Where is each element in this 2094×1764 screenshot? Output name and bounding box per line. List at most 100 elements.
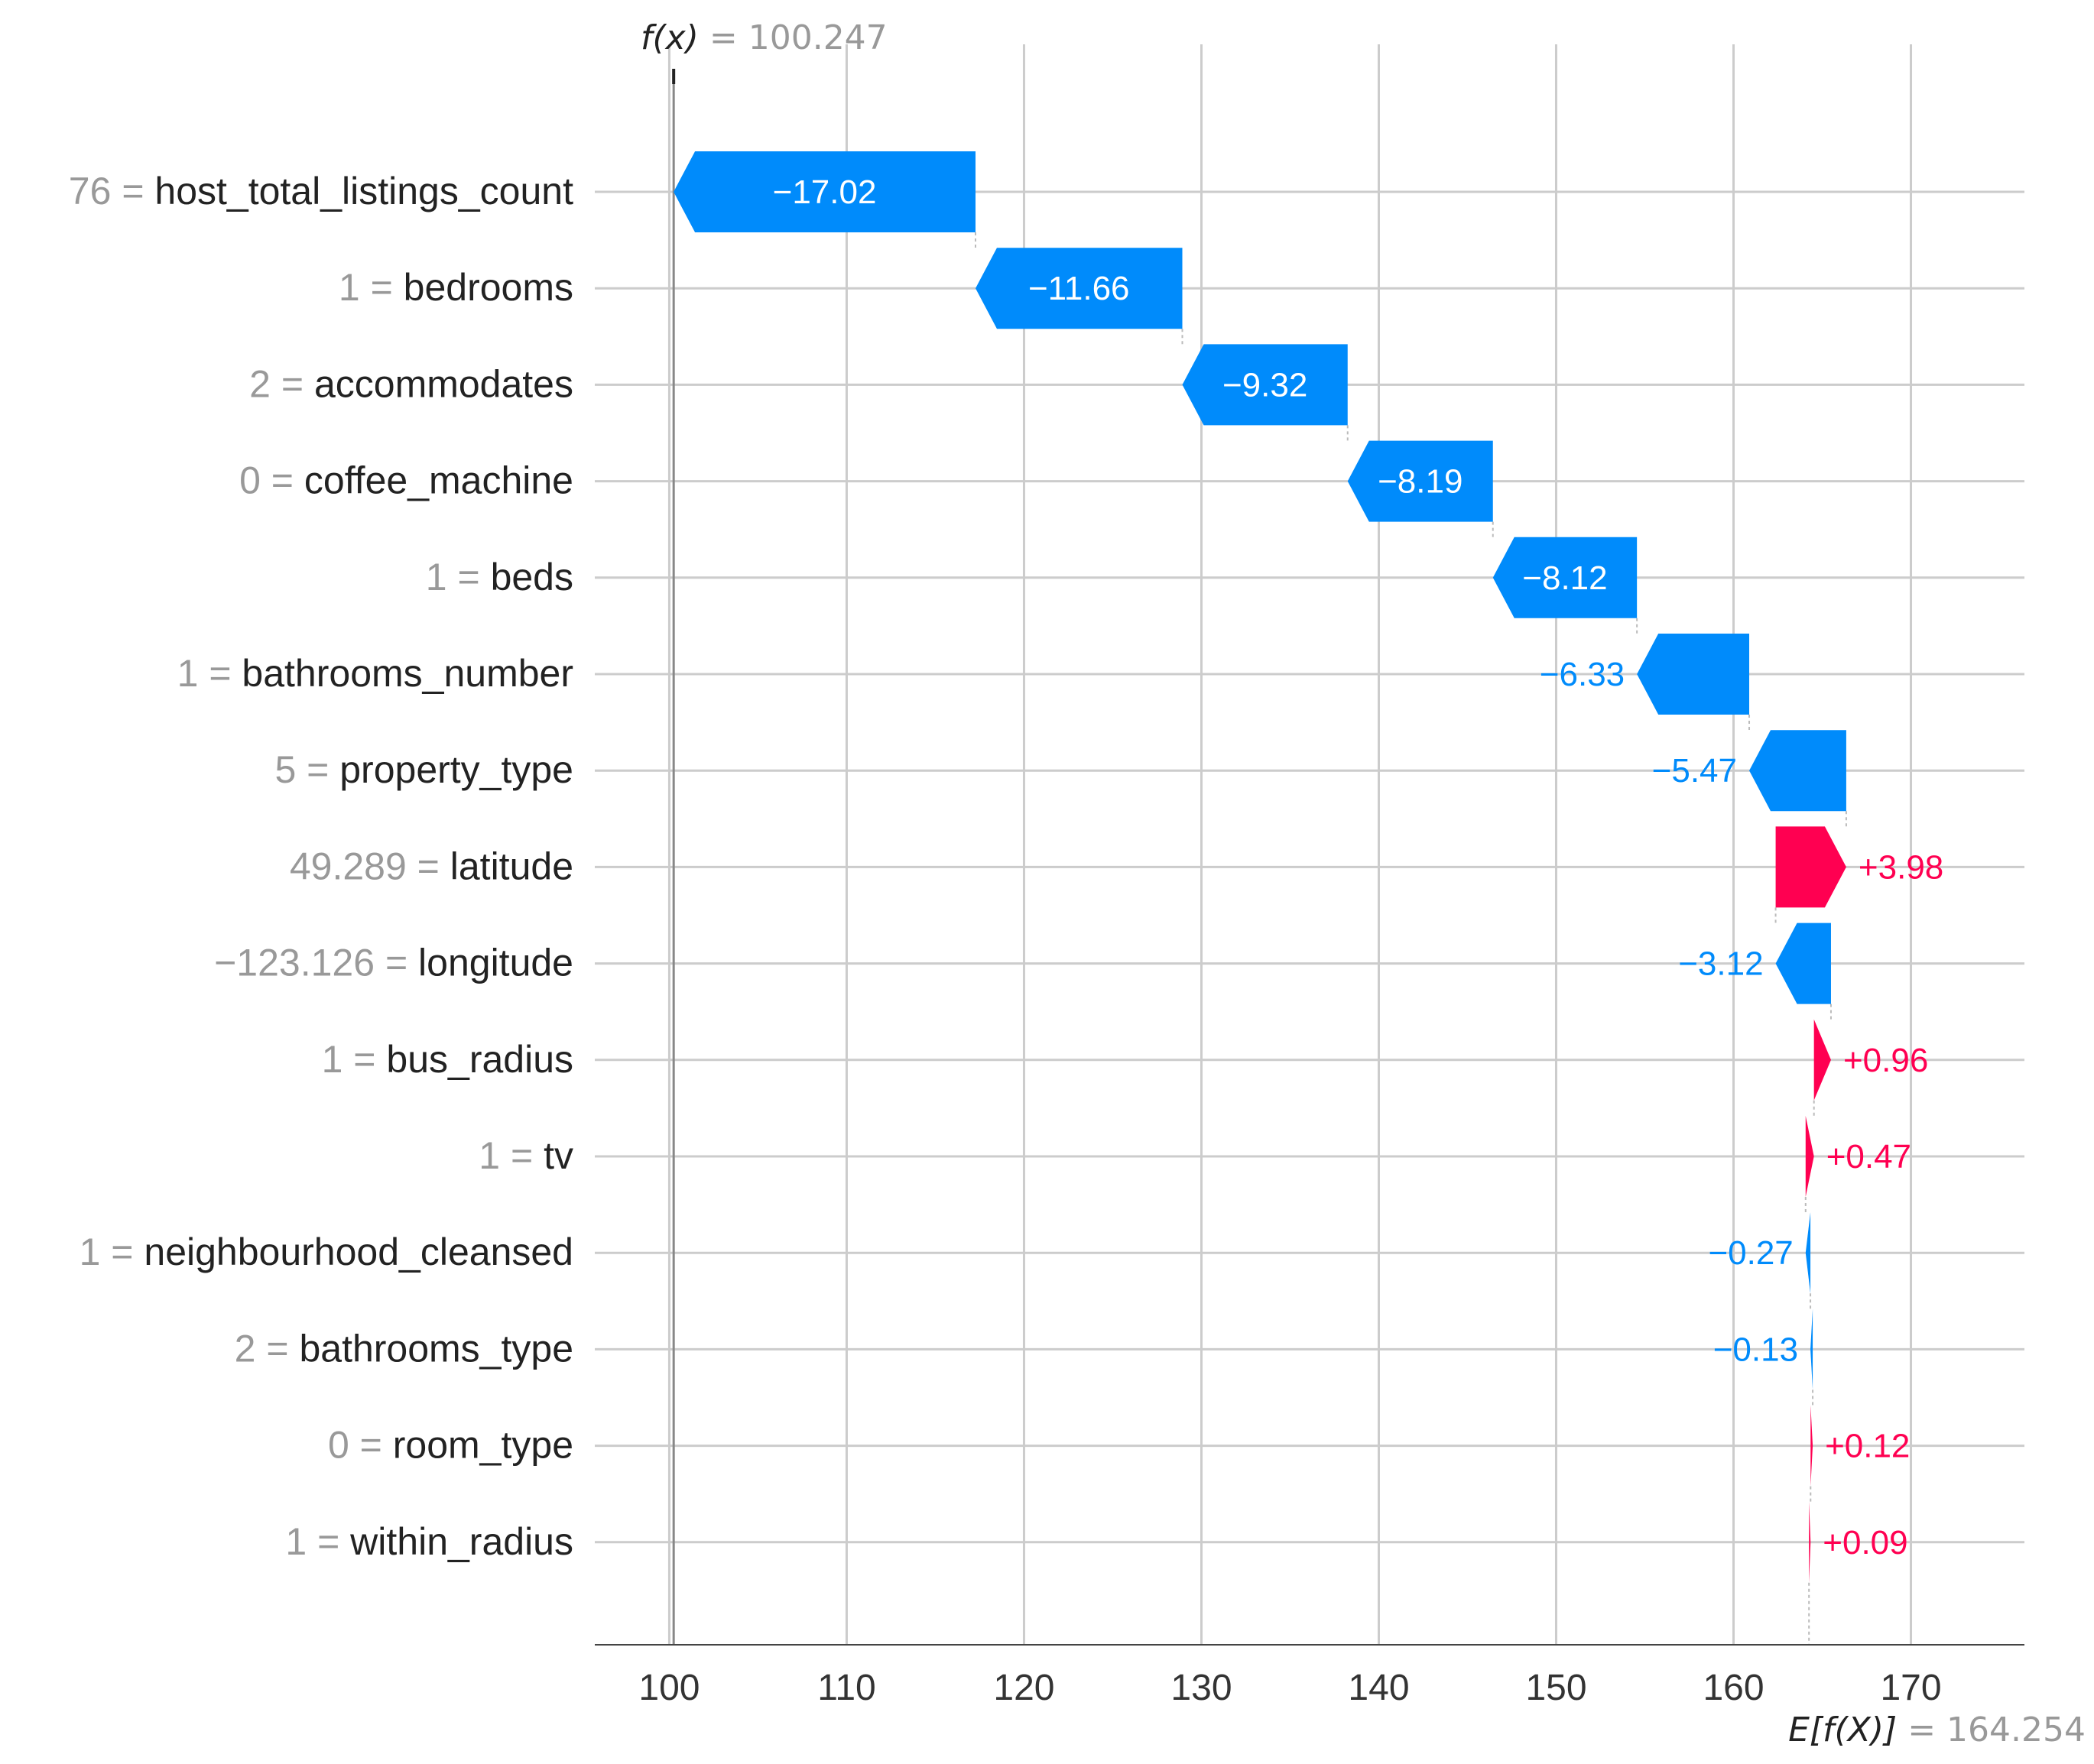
connector-layer — [974, 232, 1847, 1645]
feature-name: bedrooms — [404, 266, 573, 309]
feature-label: 1 = neighbourhood_cleansed — [80, 1231, 573, 1273]
feature-label: 2 = accommodates — [249, 362, 573, 405]
feature-value: 2 — [249, 362, 271, 405]
feature-equals: = — [407, 845, 450, 887]
x-tick-label: 120 — [993, 1668, 1054, 1708]
feature-name: host_total_listings_count — [154, 170, 573, 212]
feature-label: 1 = tv — [479, 1134, 573, 1177]
feature-equals: = — [198, 652, 242, 695]
x-axis: 100 110 120 130 140 150 160 170 — [595, 1644, 2024, 1708]
feature-name: room_type — [393, 1424, 573, 1467]
negative-bar — [1637, 634, 1750, 715]
feature-equals: = — [343, 1038, 386, 1081]
feature-equals: = — [447, 556, 491, 598]
negative-bar — [1182, 344, 1348, 426]
feature-label: 0 = coffee_machine — [239, 459, 573, 502]
shap-value-label: +3.98 — [1859, 848, 1943, 886]
negative-bar — [1810, 1308, 1813, 1390]
feature-value: 1 — [80, 1231, 101, 1273]
shap-value-label: +0.09 — [1823, 1524, 1907, 1561]
positive-bar — [1805, 1116, 1814, 1197]
feature-equals: = — [261, 459, 304, 502]
negative-bar — [1492, 537, 1638, 618]
shap-value-label: −9.32 — [1222, 366, 1307, 404]
feature-label: 1 = bathrooms_number — [177, 652, 573, 695]
feature-value: 1 — [322, 1038, 343, 1081]
feature-name: longitude — [418, 942, 573, 984]
feature-label: 5 = property_type — [274, 748, 573, 791]
feature-label: 0 = room_type — [328, 1424, 573, 1467]
positive-bar — [1813, 1019, 1831, 1101]
feature-name: property_type — [339, 748, 573, 791]
feature-name: bus_radius — [386, 1038, 573, 1081]
x-tick-label: 110 — [817, 1668, 876, 1708]
grid-layer — [595, 44, 2024, 1645]
feature-label: −123.126 = longitude — [214, 942, 573, 984]
feature-equals: = — [255, 1327, 299, 1370]
feature-equals: = — [307, 1520, 350, 1563]
feature-value: 0 — [239, 459, 261, 502]
shap-value-label: +0.96 — [1843, 1042, 1928, 1079]
negative-bar — [1775, 923, 1831, 1004]
fx-label: f(x) — [641, 18, 699, 57]
expected-equals: = — [1897, 1710, 1946, 1749]
fx-annotation: f(x) = 100.247 — [641, 18, 888, 57]
feature-equals: = — [271, 362, 314, 405]
x-tick-label: 170 — [1880, 1668, 1941, 1708]
feature-value: 1 — [285, 1520, 307, 1563]
feature-equals: = — [375, 942, 418, 984]
feature-name: beds — [491, 556, 573, 598]
expected-annotation: E[f(X)] = 164.254 — [1788, 1710, 2086, 1749]
feature-name: latitude — [450, 845, 573, 887]
feature-label: 1 = bus_radius — [322, 1038, 573, 1081]
shap-value-label: −17.02 — [773, 173, 877, 211]
label-layer: −17.02 76 = host_total_listings_count −11.… — [69, 170, 1943, 1563]
shap-value-label: −6.33 — [1540, 656, 1625, 693]
x-tick-label: 130 — [1170, 1668, 1232, 1708]
negative-bar — [1749, 730, 1846, 812]
x-tick-label: 140 — [1348, 1668, 1409, 1708]
shap-value-label: −8.12 — [1522, 559, 1607, 597]
feature-name: bathrooms_number — [242, 652, 573, 695]
positive-bar — [1810, 1405, 1813, 1487]
bar-layer — [674, 151, 1846, 1583]
feature-equals: = — [360, 266, 404, 309]
feature-name: coffee_machine — [304, 459, 573, 502]
feature-value: 1 — [479, 1134, 500, 1177]
feature-value: 76 — [69, 170, 112, 212]
shap-value-label: −8.19 — [1378, 463, 1463, 501]
negative-bar — [674, 151, 976, 232]
feature-value: 1 — [426, 556, 447, 598]
feature-value: 1 — [177, 652, 199, 695]
feature-value: 2 — [235, 1327, 256, 1370]
shap-value-label: −3.12 — [1678, 945, 1763, 983]
positive-bar — [1775, 826, 1846, 908]
feature-name: within_radius — [349, 1520, 573, 1563]
feature-equals: = — [296, 748, 339, 791]
feature-name: neighbourhood_cleansed — [144, 1231, 573, 1273]
feature-equals: = — [500, 1134, 544, 1177]
shap-value-label: +0.12 — [1825, 1428, 1910, 1465]
negative-bar — [975, 248, 1183, 329]
feature-equals: = — [100, 1231, 144, 1273]
feature-name: bathrooms_type — [299, 1327, 573, 1370]
feature-label: 1 = bedrooms — [339, 266, 573, 309]
shap-value-label: −11.66 — [1028, 270, 1130, 307]
feature-equals: = — [111, 170, 154, 212]
negative-bar — [1805, 1212, 1811, 1294]
shap-value-label: −5.47 — [1652, 752, 1737, 790]
shap-value-label: −0.27 — [1708, 1234, 1793, 1272]
feature-label: 76 = host_total_listings_count — [69, 170, 573, 212]
shap-value-label: −0.13 — [1713, 1331, 1798, 1368]
feature-label: 1 = beds — [426, 556, 573, 598]
feature-equals: = — [349, 1424, 393, 1467]
feature-label: 49.289 = latitude — [290, 845, 573, 887]
feature-value: −123.126 — [214, 942, 375, 984]
expected-label: E[f(X)] — [1788, 1710, 1897, 1749]
feature-value: 5 — [274, 748, 296, 791]
feature-value: 1 — [339, 266, 360, 309]
x-tick-label: 160 — [1703, 1668, 1764, 1708]
feature-value: 0 — [328, 1424, 349, 1467]
expected-value: 164.254 — [1946, 1710, 2086, 1749]
